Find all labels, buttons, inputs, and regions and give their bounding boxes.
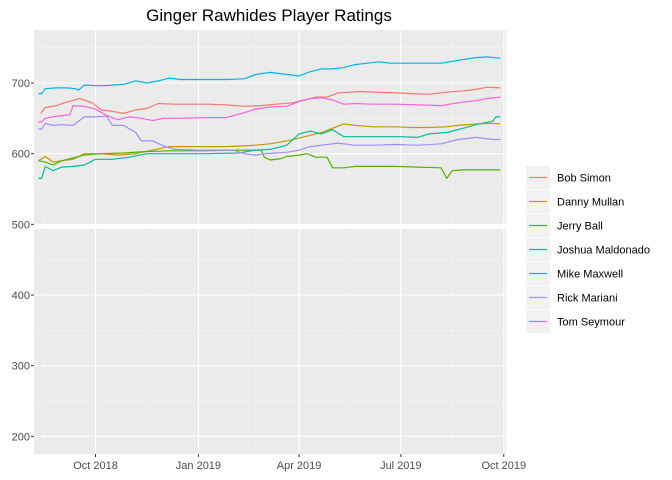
series-line [38, 116, 501, 179]
legend-label: Joshua Maldonado [557, 245, 650, 257]
grid-minor [34, 30, 506, 454]
legend-label: Jerry Ball [557, 221, 603, 233]
legend-label: Rick Mariani [557, 293, 618, 305]
series-lines [38, 56, 501, 179]
series-line [38, 122, 501, 163]
y-tick-label: 600 [12, 149, 30, 161]
legend-label: Danny Mullan [557, 197, 624, 209]
y-tick-label: 400 [12, 290, 30, 302]
plot-panel [34, 30, 506, 454]
panel-break [34, 224, 506, 229]
x-tick-label: Apr 2019 [277, 460, 322, 472]
x-tick-label: Oct 2018 [73, 460, 118, 472]
y-axis: 200 300 400 500 600 700 [12, 78, 34, 443]
x-axis: Oct 2018 Jan 2019 Apr 2019 Jul 2019 Oct 2019 [73, 454, 526, 472]
x-tick-label: Jul 2019 [380, 460, 422, 472]
series-line [40, 86, 501, 115]
legend-label: Bob Simon [557, 173, 611, 185]
chart-title: Ginger Rawhides Player Ratings [146, 6, 392, 25]
x-tick-label: Jan 2019 [176, 460, 221, 472]
y-tick-label: 700 [12, 78, 30, 90]
series-line [38, 115, 501, 156]
y-tick-label: 300 [12, 361, 30, 373]
y-tick-label: 200 [12, 431, 30, 443]
legend-label: Mike Maxwell [557, 269, 623, 281]
y-tick-label: 500 [12, 219, 30, 231]
series-line [38, 96, 501, 123]
x-tick-label: Oct 2019 [481, 460, 526, 472]
series-line [38, 56, 501, 95]
legend-label: Tom Seymour [557, 317, 625, 329]
legend: Bob Simon Danny Mullan Jerry Ball Joshua Ma… [526, 166, 650, 333]
series-line [38, 149, 501, 179]
